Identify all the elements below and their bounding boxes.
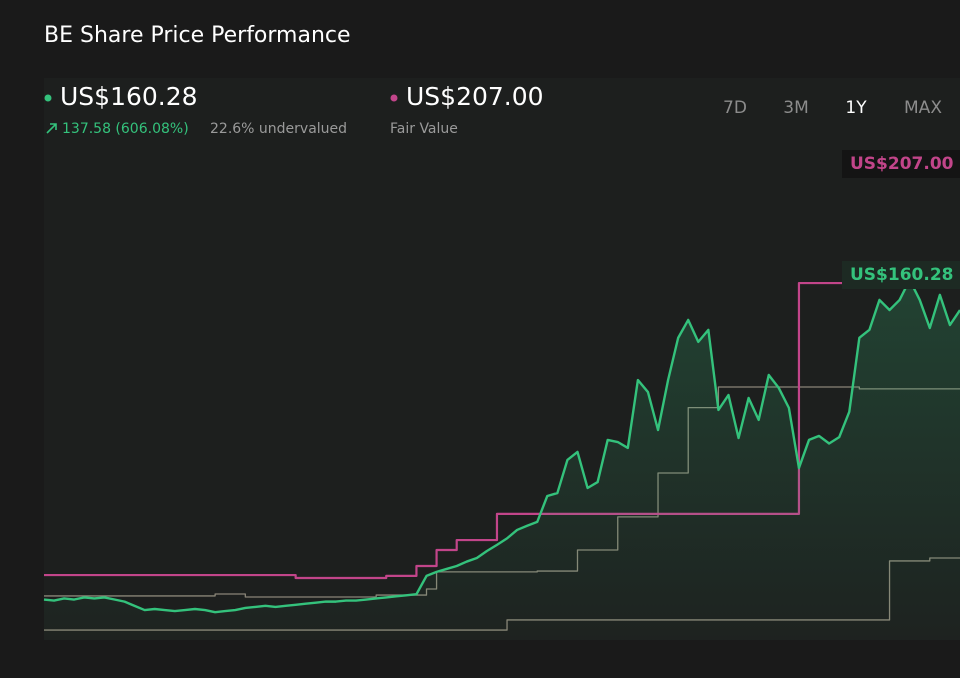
price-area: [44, 279, 960, 640]
range-option[interactable]: 3M: [783, 98, 808, 118]
chart-title: BE Share Price Performance: [44, 23, 351, 48]
fair-value: US$207.00: [406, 82, 544, 111]
price-tag-text: US$160.28: [850, 265, 953, 285]
up-arrow: [46, 123, 57, 134]
range-selector: 7D 3M 1Y MAX: [723, 98, 942, 118]
valuation: 22.6% undervalued: [210, 121, 347, 137]
range-option[interactable]: MAX: [904, 98, 942, 118]
range-option[interactable]: 7D: [723, 98, 747, 118]
current-price: US$160.28: [60, 82, 198, 111]
range-option[interactable]: 1Y: [845, 98, 867, 118]
fair-value-dot: [390, 94, 398, 102]
fair-value-tag: [842, 150, 960, 178]
fair-value-tag-text: US$207.00: [850, 154, 954, 174]
price-dot: [44, 94, 52, 102]
price-change: 137.58 (606.08%): [62, 121, 189, 137]
plot: [43, 278, 960, 640]
fair-value-caption: Fair Value: [390, 121, 458, 137]
price-line: [43, 278, 960, 614]
price-tag: [842, 261, 960, 289]
